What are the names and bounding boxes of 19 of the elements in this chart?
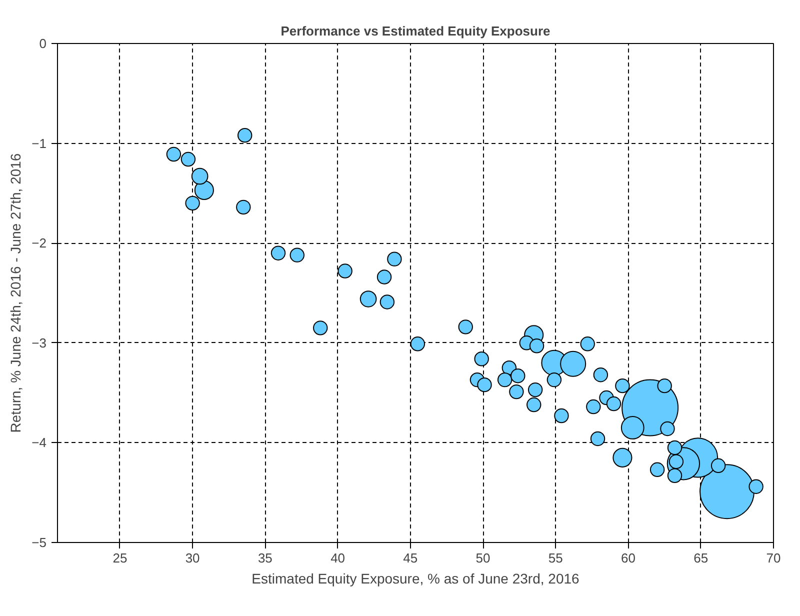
x-tick-label: 65 <box>694 550 708 566</box>
x-tick-label: 45 <box>403 550 418 566</box>
x-tick-label: 40 <box>330 550 346 566</box>
y-tick-label: −4 <box>32 435 47 450</box>
y-tick-label: −1 <box>32 136 47 151</box>
x-tick-label: 50 <box>476 550 490 566</box>
chart-title: Performance vs Estimated Equity Exposure <box>280 24 550 38</box>
x-tick-label: 25 <box>112 550 128 566</box>
y-tick-label: 0 <box>39 36 47 51</box>
y-tick-label: −3 <box>32 335 47 350</box>
y-tick-label: −5 <box>32 535 47 550</box>
x-tick-label: 55 <box>548 550 563 566</box>
x-tick-label: 70 <box>766 550 781 566</box>
y-tick-label: −2 <box>32 236 47 251</box>
x-tick-label: 30 <box>185 550 200 566</box>
x-axis-title: Estimated Equity Exposure, % as of June 23rd, 2016 <box>252 570 580 586</box>
x-tick-label: 35 <box>258 550 272 566</box>
y-axis-title: Return, % June 24th, 2016 - June 27th, 2016 <box>8 153 24 433</box>
x-tick-label: 60 <box>621 550 636 566</box>
